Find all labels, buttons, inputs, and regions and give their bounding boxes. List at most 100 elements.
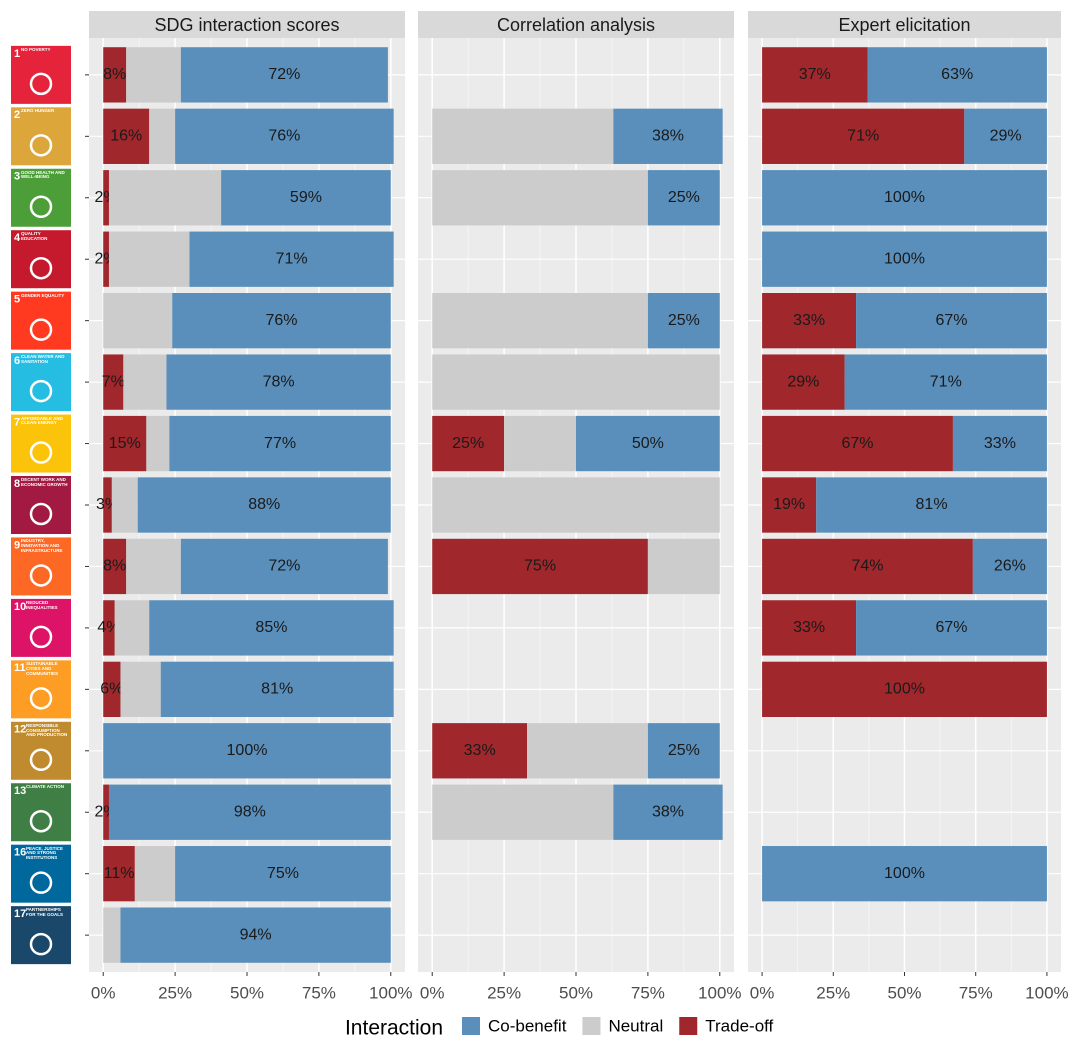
bar-segment (762, 600, 857, 656)
data-label: 25% (668, 312, 700, 329)
data-label: 100% (884, 865, 925, 882)
data-label: 100% (884, 250, 925, 267)
bar-segment (856, 293, 1047, 349)
sdg-number: 2 (14, 109, 20, 121)
bar-segment (762, 661, 1047, 717)
strip-background (748, 11, 1061, 38)
sdg-number: 6 (14, 355, 20, 367)
bar-segment (103, 723, 391, 779)
data-label: 6% (100, 681, 123, 698)
data-label: 78% (263, 373, 295, 390)
sdg-glyph (29, 564, 53, 587)
bar-segment (137, 477, 391, 533)
bar-segment (114, 600, 150, 656)
sdg-name: SUSTAINABLE CITIES AND COMMUNITIES (26, 662, 58, 676)
x-tick-label: 0% (91, 983, 116, 1002)
bar-segment (149, 600, 394, 656)
bar-segment (108, 231, 190, 287)
sdg-glyph (29, 379, 53, 403)
x-tick-label: 100% (1025, 983, 1068, 1002)
sdg-name: ZERO HUNGER (21, 109, 55, 114)
data-label: 76% (268, 128, 300, 145)
sdg-name: INDUSTRY, INNOVATION AND INFRASTRUCTURE (21, 539, 63, 553)
data-label: 59% (290, 189, 322, 206)
bar-segment (103, 661, 121, 717)
sdg-glyph (29, 932, 53, 956)
bar-segment (856, 600, 1047, 656)
bar-segment (527, 723, 648, 779)
x-tick-label: 75% (302, 983, 336, 1002)
sdg-number: 11 (14, 662, 26, 674)
bar-segment (120, 907, 391, 963)
bar-segment (160, 661, 394, 717)
bar-segment (103, 108, 150, 164)
sdg-name-box: REDUCED INEQUALITIES (26, 601, 58, 610)
sdg-glyph (29, 687, 53, 710)
bar-segment (103, 415, 147, 472)
sdg-number: 9 (14, 539, 20, 551)
bar-segment (432, 784, 614, 840)
bar-segment (647, 538, 720, 595)
sdg-name-box: QUALITY EDUCATION (21, 232, 48, 241)
bar-segment (952, 415, 1047, 472)
data-label: 25% (452, 435, 484, 452)
data-label: 7% (102, 373, 125, 390)
bar-segment (103, 477, 112, 533)
sdg-number: 10 (14, 601, 26, 613)
bar-segment (103, 293, 173, 349)
sdg-name: NO POVERTY (21, 47, 51, 52)
bar-segment (432, 477, 720, 533)
data-label: 75% (267, 865, 299, 882)
data-label: 33% (793, 619, 825, 636)
data-label: 98% (234, 803, 266, 820)
sdg-name: RESPONSIBLE CONSUMPTION AND PRODUCTION (26, 723, 68, 738)
data-label: 8% (103, 558, 126, 575)
sdg-name-box: PARTNERSHIPS FOR THE GOALS (26, 908, 63, 917)
data-label: 81% (261, 681, 293, 698)
x-tick-label: 100% (369, 983, 412, 1002)
bar-segment (103, 784, 109, 840)
bar-segment (103, 354, 124, 410)
sdg-name: PARTNERSHIPS FOR THE GOALS (26, 908, 63, 917)
legend-label: Neutral (608, 1016, 663, 1035)
bar-segment (762, 170, 1047, 226)
bar-segment (180, 47, 388, 103)
data-label: 85% (255, 619, 287, 636)
sdg-name: PEACE, JUSTICE AND STRONG INSTITUTIONS (26, 846, 64, 861)
sdg-glyph (29, 871, 53, 894)
bar-segment (103, 538, 127, 595)
sdg-name-box: RESPONSIBLE CONSUMPTION AND PRODUCTION (26, 723, 68, 738)
bar-segment (613, 784, 723, 840)
data-label: 50% (632, 435, 664, 452)
bar-segment (126, 538, 181, 595)
data-label: 16% (110, 128, 142, 145)
data-label: 72% (268, 66, 300, 83)
bar-segment (647, 170, 720, 226)
bar-segment (108, 170, 222, 226)
x-tick-label: 50% (559, 983, 593, 1002)
x-tick-label: 50% (230, 983, 264, 1002)
sdg-glyph (29, 195, 53, 219)
sdg-glyph (29, 256, 53, 280)
sdg-name: QUALITY EDUCATION (21, 232, 48, 241)
bar-segment (762, 293, 857, 349)
sdg-number: 7 (14, 416, 20, 428)
bar-segment (120, 661, 161, 717)
bar-segment (103, 600, 115, 656)
bar-segment (762, 47, 868, 103)
panel-title: Correlation analysis (497, 15, 655, 35)
data-label: 76% (265, 312, 297, 329)
data-label: 100% (227, 742, 268, 759)
strip-background (418, 11, 734, 38)
sdg-number: 8 (14, 478, 20, 490)
bar-segment (762, 108, 965, 164)
bar-segment (762, 354, 845, 410)
sdg-name-box: DECENT WORK AND ECONOMIC GROWTH (21, 478, 68, 487)
bar-segment (103, 846, 135, 902)
bar-segment (149, 108, 176, 164)
bar-segment (432, 293, 648, 349)
sdg-glyph (29, 809, 53, 833)
sdg-glyph (29, 625, 53, 649)
data-label: 71% (930, 373, 962, 390)
